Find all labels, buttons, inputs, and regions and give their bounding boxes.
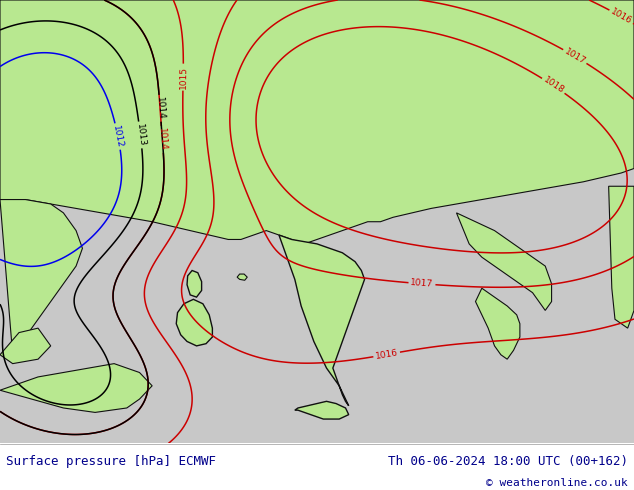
Text: 1017: 1017 <box>410 278 434 289</box>
Text: 1016: 1016 <box>375 348 399 361</box>
Text: 1015: 1015 <box>179 66 188 89</box>
Polygon shape <box>237 274 247 280</box>
Text: 1016: 1016 <box>609 7 633 26</box>
Text: 1018: 1018 <box>541 75 566 96</box>
Polygon shape <box>0 328 51 364</box>
Text: 1017: 1017 <box>563 47 587 66</box>
Polygon shape <box>476 288 520 359</box>
Text: © weatheronline.co.uk: © weatheronline.co.uk <box>486 478 628 488</box>
Text: 1014: 1014 <box>157 128 168 151</box>
Polygon shape <box>609 186 634 328</box>
Text: 1012: 1012 <box>112 124 124 148</box>
Polygon shape <box>0 0 634 244</box>
Polygon shape <box>0 364 152 413</box>
Polygon shape <box>176 299 212 346</box>
Polygon shape <box>0 199 82 355</box>
Text: 1014: 1014 <box>155 97 165 120</box>
Polygon shape <box>295 401 349 419</box>
Text: Th 06-06-2024 18:00 UTC (00+162): Th 06-06-2024 18:00 UTC (00+162) <box>387 455 628 468</box>
Text: 1013: 1013 <box>134 123 146 147</box>
Polygon shape <box>279 235 365 406</box>
Polygon shape <box>456 213 552 311</box>
Text: Surface pressure [hPa] ECMWF: Surface pressure [hPa] ECMWF <box>6 455 216 468</box>
Polygon shape <box>187 270 202 297</box>
